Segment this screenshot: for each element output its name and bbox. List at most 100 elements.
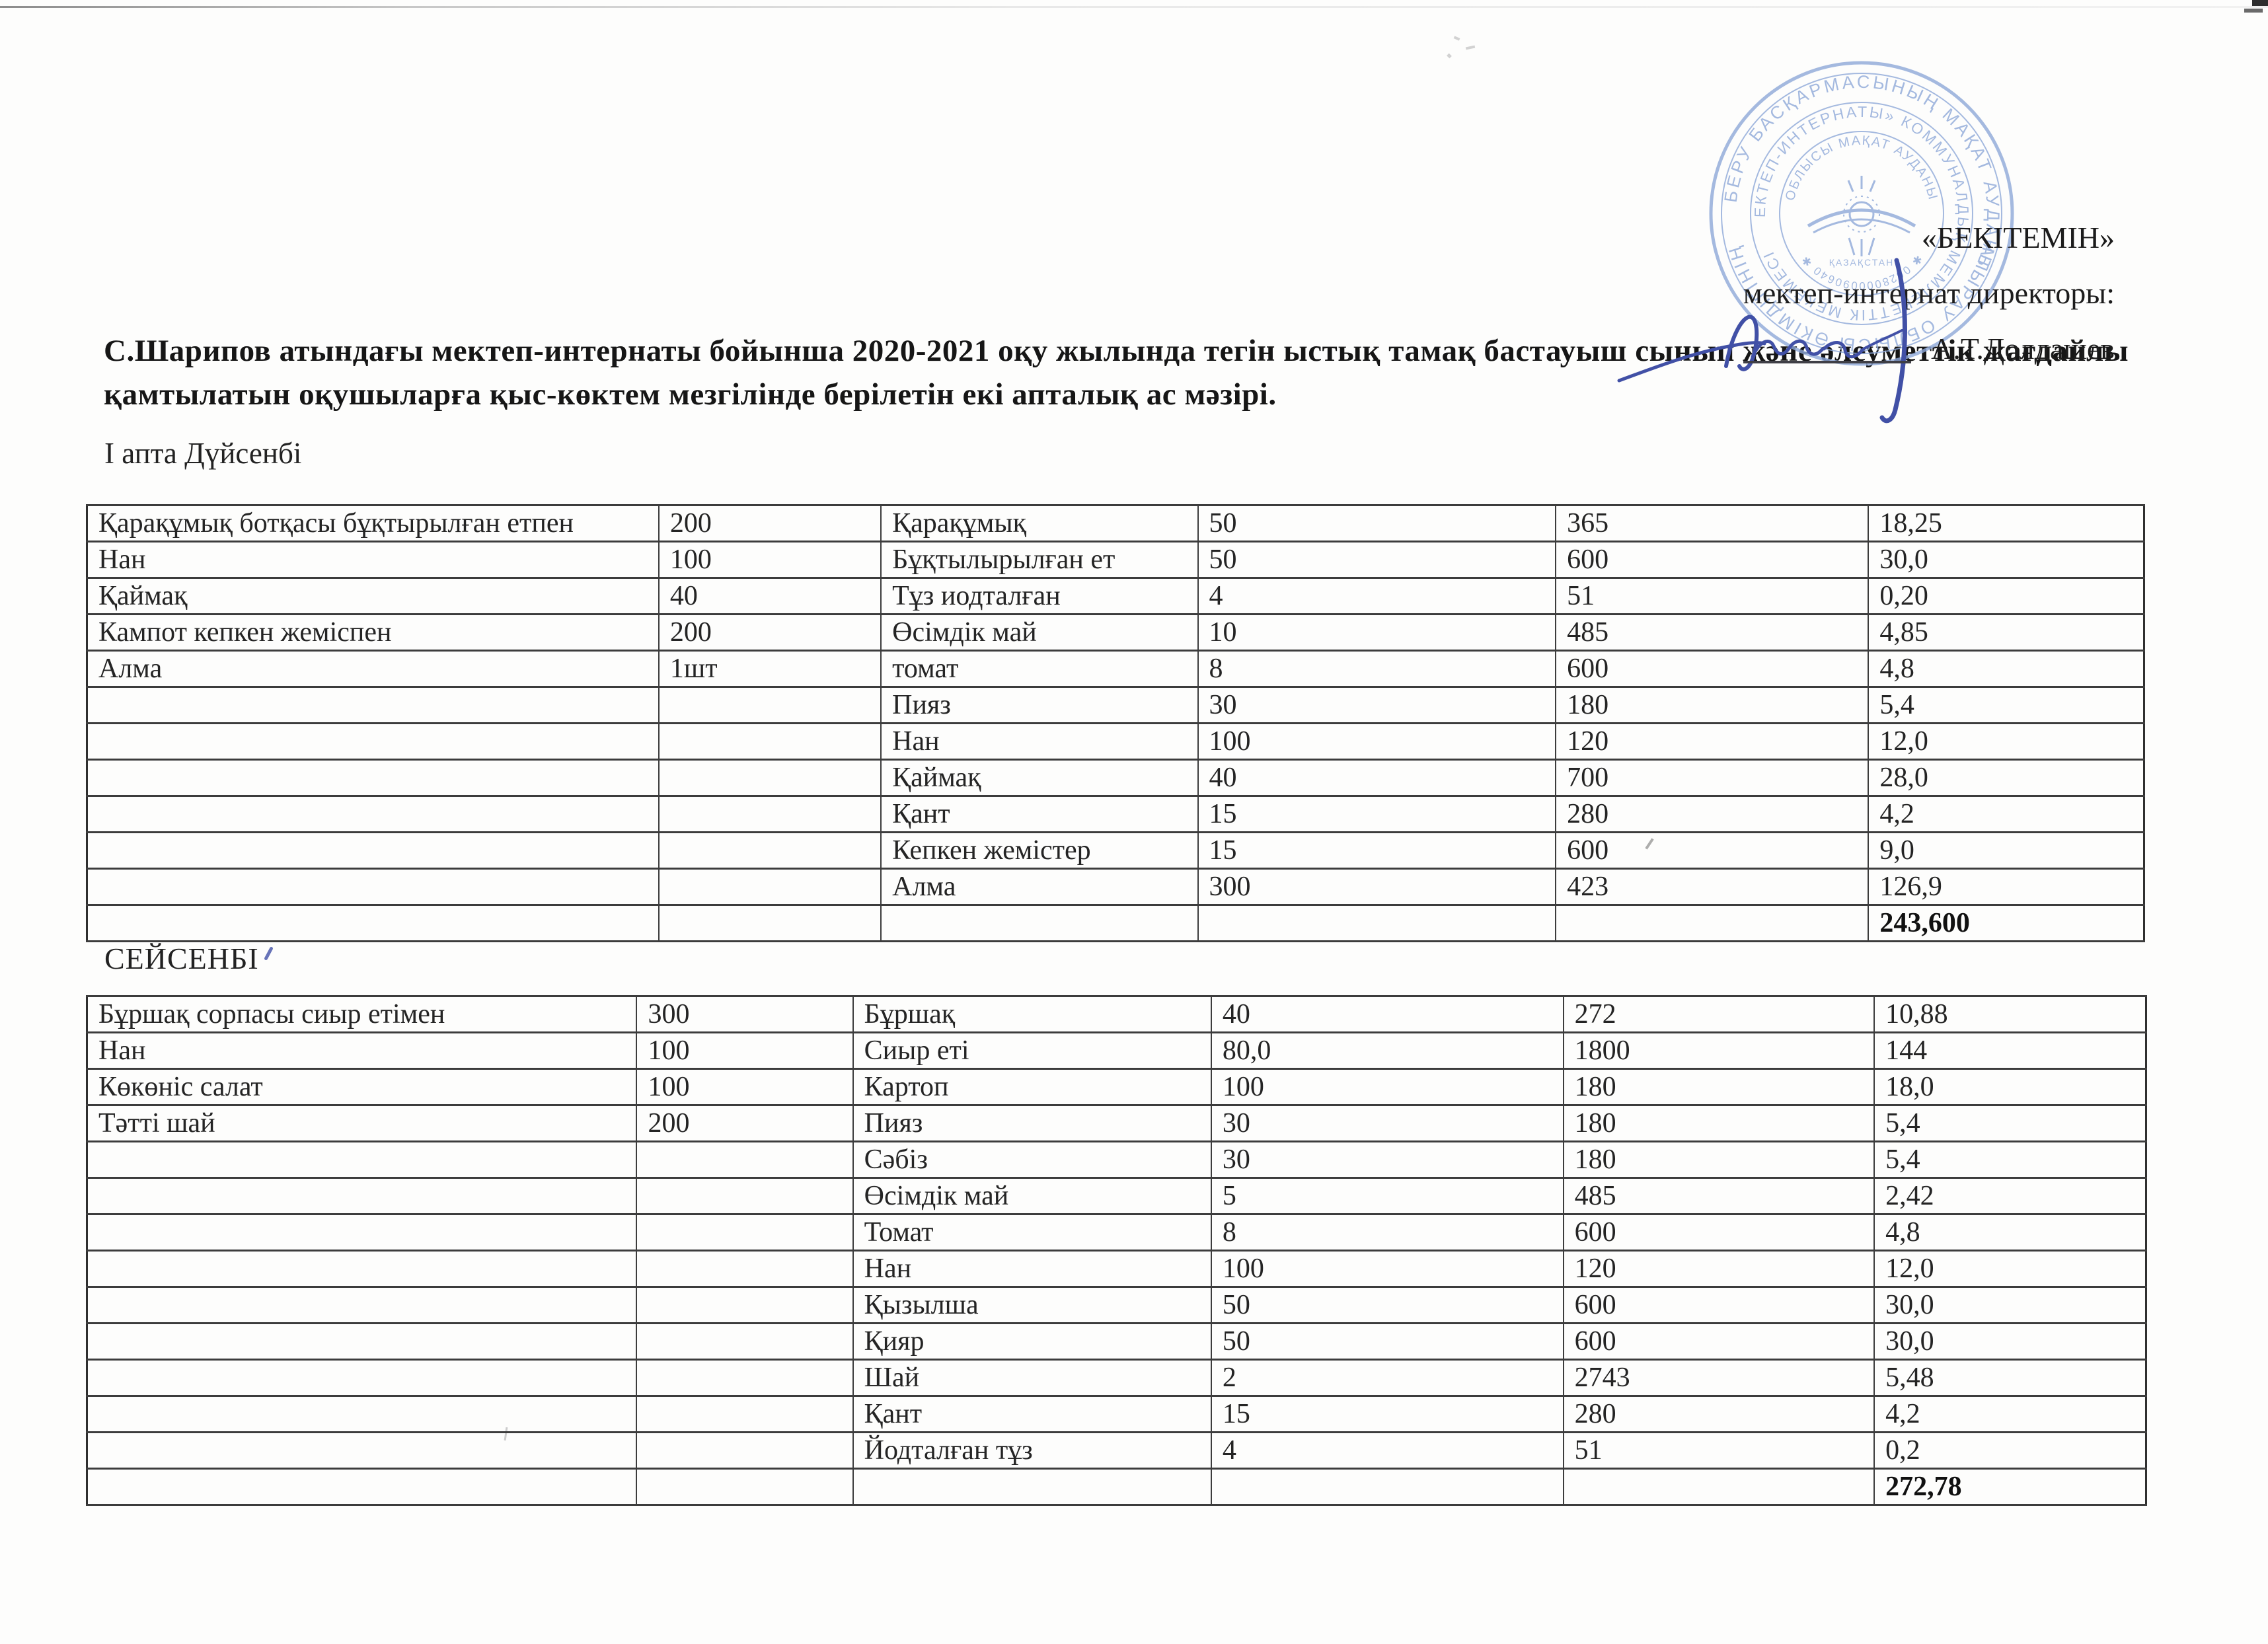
- table-cell: томат: [880, 650, 1199, 688]
- week1-monday-label: І апта Дүйсенбі: [104, 437, 302, 470]
- table-cell: [86, 1286, 638, 1324]
- table-cell: 80,0: [1210, 1031, 1564, 1070]
- table-cell: 180: [1562, 1104, 1875, 1142]
- table-row: Нан 100 Сиыр еті 80,0 1800 144: [86, 1031, 2147, 1070]
- table-cell: 600: [1562, 1322, 1875, 1361]
- table-cell: Қант: [880, 795, 1199, 833]
- table-cell: 15: [1197, 831, 1557, 870]
- table-row: Кампот кепкен жеміспен 200 Өсімдік май 10 48…: [86, 613, 2145, 652]
- approve-label: «БЕКІТЕМІН»: [1921, 221, 2115, 254]
- table-cell: [658, 722, 882, 761]
- table-cell: 600: [1562, 1286, 1875, 1324]
- table-row: Қант 15 280 4,2: [86, 795, 2145, 833]
- table-cell: [636, 1322, 854, 1361]
- table-cell: 8: [1210, 1213, 1564, 1252]
- table-cell: 1шт: [658, 650, 882, 688]
- table-cell: [86, 904, 660, 942]
- table-cell: 200: [658, 504, 882, 542]
- table-cell: Нан: [86, 541, 660, 579]
- table-cell: 120: [1555, 722, 1870, 761]
- table-cell: [86, 795, 660, 833]
- table-cell: 30: [1210, 1104, 1564, 1142]
- table-cell: 5,48: [1873, 1359, 2147, 1397]
- table-cell: Қант: [852, 1395, 1212, 1433]
- table-cell: [86, 1395, 638, 1433]
- table-cell: 12,0: [1873, 1250, 2147, 1288]
- table-cell: 50: [1197, 541, 1557, 579]
- table-cell: 180: [1562, 1140, 1875, 1179]
- official-stamp: БІЛІМ БЕРУ БАСҚАРМАСЫНЫҢ МАҚАТ АУДАНЫ АТ…: [1708, 59, 2014, 366]
- tuesday-label: СЕЙСЕНБІ: [104, 942, 259, 975]
- table-cell: 2: [1210, 1359, 1564, 1397]
- table-cell: 28,0: [1868, 759, 2145, 797]
- table-cell: 5,4: [1868, 686, 2145, 724]
- table-row: Қызылша 50 600 30,0: [86, 1286, 2147, 1324]
- table-row: Йодталған тұз 4 51 0,2: [86, 1431, 2147, 1470]
- stamp-emblem-label: ҚАЗАҚСТАН: [1829, 257, 1894, 268]
- table-cell: 100: [1210, 1250, 1564, 1288]
- scan-artifact-corner: [2252, 0, 2268, 6]
- table-cell: [880, 904, 1199, 942]
- table-cell: [658, 759, 882, 797]
- table-cell: 180: [1562, 1068, 1875, 1106]
- table-cell: [86, 1431, 638, 1470]
- table-cell: Пияз: [852, 1104, 1212, 1142]
- table-cell: [636, 1140, 854, 1179]
- table-cell: [1562, 1468, 1875, 1506]
- table-row: Кепкен жемістер 15 600 9,0: [86, 831, 2145, 870]
- table-cell: Өсімдік май: [852, 1177, 1212, 1215]
- table-cell: [1555, 904, 1870, 942]
- table-cell: [852, 1468, 1212, 1506]
- table-row: Алма 1шт томат 8 600 4,8: [86, 650, 2145, 688]
- table-cell: Шай: [852, 1359, 1212, 1397]
- table-cell: [86, 1213, 638, 1252]
- tuesday-menu-table: Бұршақ сорпасы сиыр етімен 300 Бұршақ 40 272…: [86, 995, 2147, 1506]
- table-cell: [658, 831, 882, 870]
- svg-text:ОБЛЫСЫ МАҚАТ АУДАНЫ: ОБЛЫСЫ МАҚАТ АУДАНЫ: [1783, 133, 1940, 202]
- table-cell: 200: [658, 613, 882, 652]
- table-cell: Алма: [86, 650, 660, 688]
- table-row: Көкөніс салат 100 Картоп 100 180 18,0: [86, 1068, 2147, 1106]
- table-cell: 30,0: [1868, 541, 2145, 579]
- table-cell: 200: [636, 1104, 854, 1142]
- table-cell: Нан: [852, 1250, 1212, 1288]
- table-cell: 243,600: [1868, 904, 2145, 942]
- table-cell: 10,88: [1873, 995, 2147, 1033]
- scan-artifact-corner: [2244, 9, 2263, 13]
- table-row: Бұршақ сорпасы сиыр етімен 300 Бұршақ 40 272…: [86, 995, 2147, 1033]
- table-cell: [658, 868, 882, 906]
- table-cell: 100: [658, 541, 882, 579]
- table-cell: 100: [636, 1031, 854, 1070]
- scan-artifact-speck: [1447, 53, 1452, 59]
- document-title-line2: қамтылатын оқушыларға қыс-көктем мезгілі…: [104, 377, 1277, 412]
- table-cell: 272: [1562, 995, 1875, 1033]
- table-cell: 30: [1197, 686, 1557, 724]
- director-name: А.Т.Долдашев: [1931, 332, 2115, 365]
- table-cell: [1197, 904, 1557, 942]
- table-cell: [86, 1140, 638, 1179]
- table-cell: 100: [1210, 1068, 1564, 1106]
- table-cell: Тұз иодталған: [880, 577, 1199, 615]
- table-row: 243,600: [86, 904, 2145, 942]
- table-cell: Кампот кепкен жеміспен: [86, 613, 660, 652]
- table-cell: [636, 1286, 854, 1324]
- table-cell: 600: [1562, 1213, 1875, 1252]
- scan-artifact-speck: [1465, 45, 1476, 50]
- table-cell: Көкөніс салат: [86, 1068, 638, 1106]
- table-cell: 423: [1555, 868, 1870, 906]
- scan-artifact-top-line: [0, 6, 2268, 8]
- table-cell: Кепкен жемістер: [880, 831, 1199, 870]
- table-cell: Қияр: [852, 1322, 1212, 1361]
- table-cell: 50: [1210, 1322, 1564, 1361]
- table-cell: [86, 1322, 638, 1361]
- table-cell: 51: [1562, 1431, 1875, 1470]
- table-cell: Қызылша: [852, 1286, 1212, 1324]
- table-cell: [86, 831, 660, 870]
- table-cell: 51: [1555, 577, 1870, 615]
- table-cell: 280: [1555, 795, 1870, 833]
- scan-artifact-pen-tick: [264, 946, 274, 961]
- table-cell: Бұршақ: [852, 995, 1212, 1033]
- stamp-ring3-top-text: ОБЛЫСЫ МАҚАТ АУДАНЫ: [1783, 133, 1939, 202]
- table-cell: [86, 1359, 638, 1397]
- table-cell: Алма: [880, 868, 1199, 906]
